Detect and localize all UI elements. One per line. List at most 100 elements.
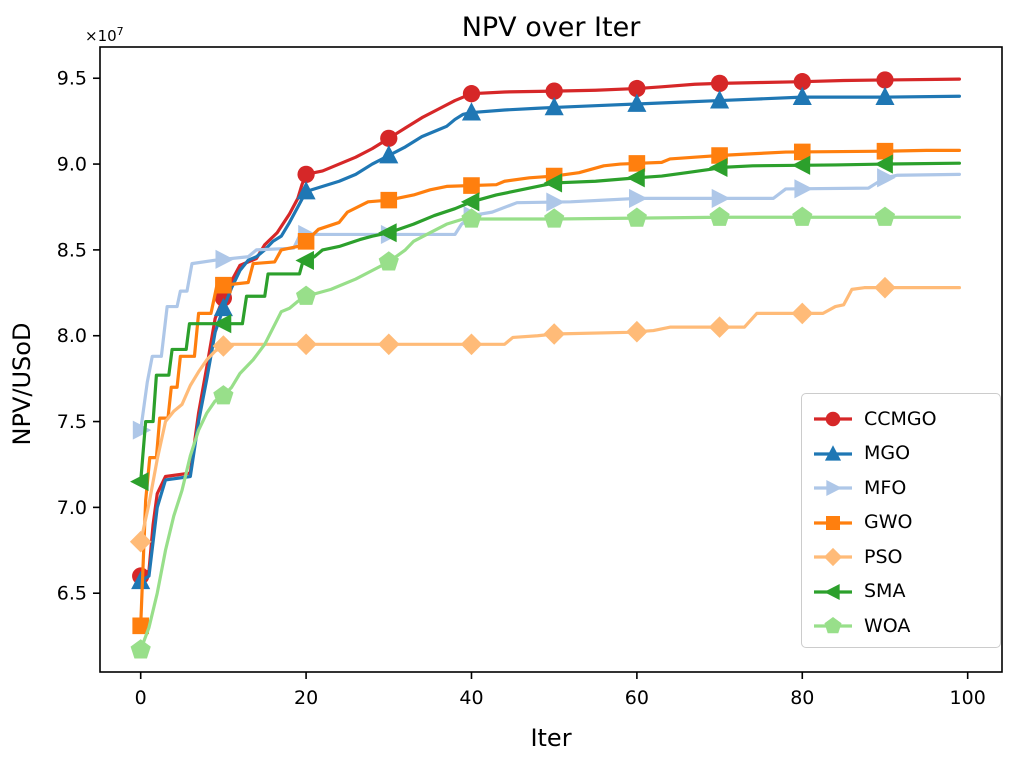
line-woa <box>139 215 962 652</box>
legend-handle-mgo <box>814 445 852 461</box>
marker-circle-ccmgo <box>876 71 894 89</box>
marker-triangle-right-mfo <box>794 179 813 199</box>
marker-triangle-left-sma <box>708 157 728 178</box>
marker-triangle-right-mfo <box>711 188 731 208</box>
marker-triangle-up-mgo <box>131 570 151 590</box>
marker-diamond-pso <box>791 302 814 325</box>
marker-triangle-up-mgo <box>461 102 482 121</box>
marker-diamond-pso <box>874 276 896 299</box>
legend-item-sma: SMA <box>802 575 1000 610</box>
marker-square-gwo <box>711 147 728 164</box>
marker-square-gwo <box>793 143 811 161</box>
marker-triangle-left-sma <box>874 154 893 174</box>
axes-frame: 0 20 40 60 80 100 6.5 7.0 7.5 8.0 8.5 9.0 9.5 <box>57 46 1003 709</box>
line-pso <box>139 286 962 544</box>
x-tick-label: 60 <box>625 687 649 709</box>
marker-circle-ccmgo <box>710 74 729 93</box>
legend-marker-triangle-left <box>824 583 840 600</box>
marker-diamond-pso <box>212 335 235 357</box>
marker-pentagon-woa <box>874 206 896 226</box>
legend-label-mgo: MGO <box>864 442 911 465</box>
legend-item-gwo: GWO <box>802 506 1000 541</box>
legend-handle-sma <box>814 583 852 600</box>
marker-square-gwo <box>463 177 480 194</box>
marker-triangle-left-sma <box>791 155 811 175</box>
y-offset-text: ×107 <box>85 25 124 45</box>
marker-triangle-up-mgo <box>544 97 564 116</box>
marker-circle-ccmgo <box>462 85 481 103</box>
marker-diamond-pso <box>295 333 317 356</box>
y-axis-label: NPV/USoD <box>8 323 36 446</box>
marker-triangle-up-mgo <box>875 86 895 106</box>
legend-item-ccmgo: CCMGO <box>802 402 1000 437</box>
marker-circle-ccmgo <box>297 165 315 184</box>
marker-triangle-up-mgo <box>379 145 399 164</box>
y-tick-label: 9.5 <box>57 68 87 90</box>
marker-diamond-pso <box>378 333 400 356</box>
marker-triangle-right-mfo <box>629 188 648 208</box>
y-tick-label: 9.0 <box>57 154 87 176</box>
marker-circle-ccmgo <box>380 129 398 147</box>
marker-triangle-up-mgo <box>627 93 647 112</box>
marker-diamond-pso <box>129 530 152 553</box>
marker-pentagon-woa <box>544 208 565 228</box>
legend-label-woa: WOA <box>864 614 911 637</box>
plot-border <box>99 46 1003 673</box>
legend-marker-triangle-right <box>826 480 842 497</box>
marker-pentagon-woa <box>378 251 399 271</box>
x-tick-label: 100 <box>950 687 986 709</box>
marker-pentagon-woa <box>130 639 151 659</box>
legend-label-mfo: MFO <box>864 476 907 499</box>
legend-label-pso: PSO <box>864 545 903 568</box>
legend-handle-gwo <box>814 515 852 530</box>
marker-diamond-pso <box>543 323 565 345</box>
marker-triangle-left-sma <box>543 173 563 193</box>
series-pso <box>129 276 962 553</box>
marker-pentagon-woa <box>792 206 813 226</box>
marker-circle-ccmgo <box>545 82 563 100</box>
marker-square-gwo <box>876 142 894 160</box>
y-tick-label: 6.5 <box>57 583 87 605</box>
marker-pentagon-woa <box>709 206 730 226</box>
series-lines <box>129 71 962 659</box>
marker-square-gwo <box>297 233 315 250</box>
x-tick-label: 20 <box>294 687 318 709</box>
marker-square-gwo <box>628 155 646 172</box>
legend-item-mgo: MGO <box>802 437 1000 472</box>
marker-circle-ccmgo <box>628 79 646 98</box>
marker-triangle-up-mgo <box>792 86 812 106</box>
x-tick-label: 40 <box>459 687 483 709</box>
marker-triangle-up-mgo <box>296 181 316 200</box>
series-mgo <box>131 86 962 590</box>
marker-triangle-up-mgo <box>213 297 233 317</box>
marker-pentagon-woa <box>213 385 234 405</box>
line-gwo <box>139 148 962 628</box>
line-mfo <box>139 172 962 432</box>
legend-item-pso: PSO <box>802 540 1000 575</box>
marker-triangle-left-sma <box>212 314 232 334</box>
legend-handle-pso <box>814 548 852 567</box>
marker-diamond-pso <box>626 320 648 343</box>
marker-pentagon-woa <box>295 285 317 305</box>
legend-marker-diamond <box>823 548 843 567</box>
marker-circle-ccmgo <box>793 73 811 91</box>
marker-triangle-left-sma <box>378 223 397 243</box>
marker-triangle-right-mfo <box>132 420 152 440</box>
marker-square-gwo <box>132 617 149 635</box>
marker-square-gwo <box>380 191 398 209</box>
legend-marker-circle <box>825 411 841 427</box>
legend: CCMGO MGO MFO GWO PSO SMA WOA <box>801 393 1001 648</box>
legend-handle-mfo <box>814 480 852 497</box>
y-tick-label: 8.0 <box>57 325 87 347</box>
x-tick-label: 80 <box>790 687 814 709</box>
y-tick-label: 7.0 <box>57 497 87 519</box>
marker-triangle-left-sma <box>295 250 314 270</box>
marker-triangle-right-mfo <box>215 249 235 269</box>
marker-diamond-pso <box>708 316 731 338</box>
chart-title: NPV over Iter <box>462 12 641 43</box>
marker-triangle-left-sma <box>626 168 645 188</box>
line-mgo <box>139 94 962 583</box>
legend-label-gwo: GWO <box>864 511 913 534</box>
